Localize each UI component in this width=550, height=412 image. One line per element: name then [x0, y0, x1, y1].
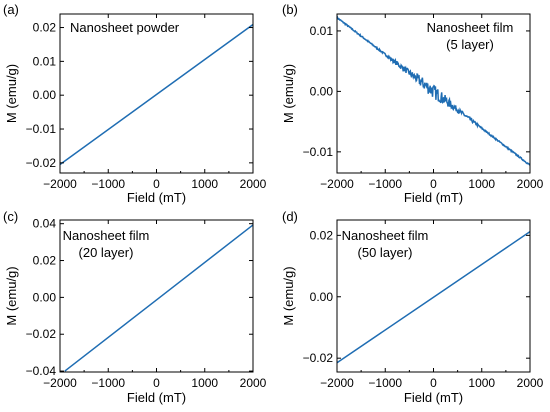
y-tick-label: −0.02 — [26, 156, 57, 170]
x-tick-label: 2000 — [517, 177, 544, 191]
y-tick-label: −0.02 — [26, 327, 57, 341]
y-axis-label: M (emu/g) — [4, 266, 19, 325]
panel-3: −2000 −1000 0 1000 2000 −0.04 −0.02 0.00 0.02 0.0… — [3, 209, 267, 405]
x-tick-label: 2000 — [517, 376, 544, 390]
y-tick-label: −0.04 — [26, 364, 57, 378]
panel-4: −2000 −1000 0 1000 2000 −0.02 0.00 0.02 Field (m… — [281, 209, 544, 405]
panel-annotation: (5 layer) — [446, 37, 494, 52]
y-tick-label: −0.01 — [26, 122, 57, 136]
panel-letter: (c) — [3, 209, 18, 224]
x-tick-label: 1000 — [468, 376, 495, 390]
x-tick-label: 0 — [430, 376, 437, 390]
panel-annotation: (20 layer) — [79, 245, 134, 260]
x-tick-label: 1000 — [468, 177, 495, 191]
series-line — [64, 224, 254, 372]
x-tick-label: −1000 — [91, 376, 125, 390]
x-axis-label: Field (mT) — [127, 390, 186, 405]
panel-letter: (b) — [282, 2, 298, 17]
x-tick-label: −1000 — [368, 376, 402, 390]
x-axis-label: Field (mT) — [404, 390, 463, 405]
y-tick-label: 0.02 — [310, 228, 334, 242]
x-tick-label: 2000 — [240, 177, 267, 191]
series-line — [59, 23, 254, 166]
y-tick-label: 0.00 — [310, 290, 334, 304]
x-tick-label: 2000 — [240, 376, 267, 390]
x-tick-label: −1000 — [368, 177, 402, 191]
y-axis-label: M (emu/g) — [4, 64, 19, 123]
series-line — [336, 15, 531, 166]
y-tick-label: 0.01 — [33, 54, 57, 68]
panel-annotation: Nanosheet powder — [70, 20, 180, 35]
x-tick-label: −2000 — [43, 376, 77, 390]
panel-annotation: Nanosheet film — [342, 228, 429, 243]
x-axis-label: Field (mT) — [127, 190, 186, 205]
y-tick-label: 0.02 — [33, 21, 57, 35]
y-tick-label: −0.01 — [303, 145, 334, 159]
x-tick-label: −2000 — [320, 376, 354, 390]
panel-letter: (a) — [3, 2, 19, 17]
x-tick-label: 1000 — [191, 376, 218, 390]
panel-2: −2000 −1000 0 1000 2000 −0.01 0.00 0.01 Field (m… — [281, 2, 544, 205]
y-tick-label: 0.04 — [33, 217, 57, 231]
panel-annotation: (50 layer) — [358, 245, 413, 260]
y-tick-label: 0.00 — [33, 88, 57, 102]
panel-annotation: Nanosheet film — [427, 20, 514, 35]
y-tick-label: 0.01 — [310, 24, 334, 38]
y-tick-label: 0.00 — [310, 84, 334, 98]
panel-letter: (d) — [282, 209, 298, 224]
x-tick-label: −2000 — [43, 177, 77, 191]
x-tick-label: 1000 — [191, 177, 218, 191]
x-tick-label: 0 — [153, 376, 160, 390]
axes-frame — [59, 13, 254, 174]
y-axis-label: M (emu/g) — [281, 266, 296, 325]
x-axis-label: Field (mT) — [404, 190, 463, 205]
x-tick-label: −1000 — [91, 177, 125, 191]
y-tick-label: 0.02 — [33, 254, 57, 268]
x-tick-label: −2000 — [320, 177, 354, 191]
panel-1: −2000 −1000 0 1000 2000 −0.02 −0.01 0.00 0.01 0.0… — [3, 2, 267, 205]
panel-annotation: Nanosheet film — [63, 228, 150, 243]
y-tick-label: −0.02 — [303, 351, 334, 365]
series-line — [336, 231, 531, 364]
x-tick-label: 0 — [153, 177, 160, 191]
y-tick-label: 0.00 — [33, 290, 57, 304]
axes-frame — [336, 13, 531, 174]
y-axis-label: M (emu/g) — [281, 64, 296, 123]
x-tick-label: 0 — [430, 177, 437, 191]
